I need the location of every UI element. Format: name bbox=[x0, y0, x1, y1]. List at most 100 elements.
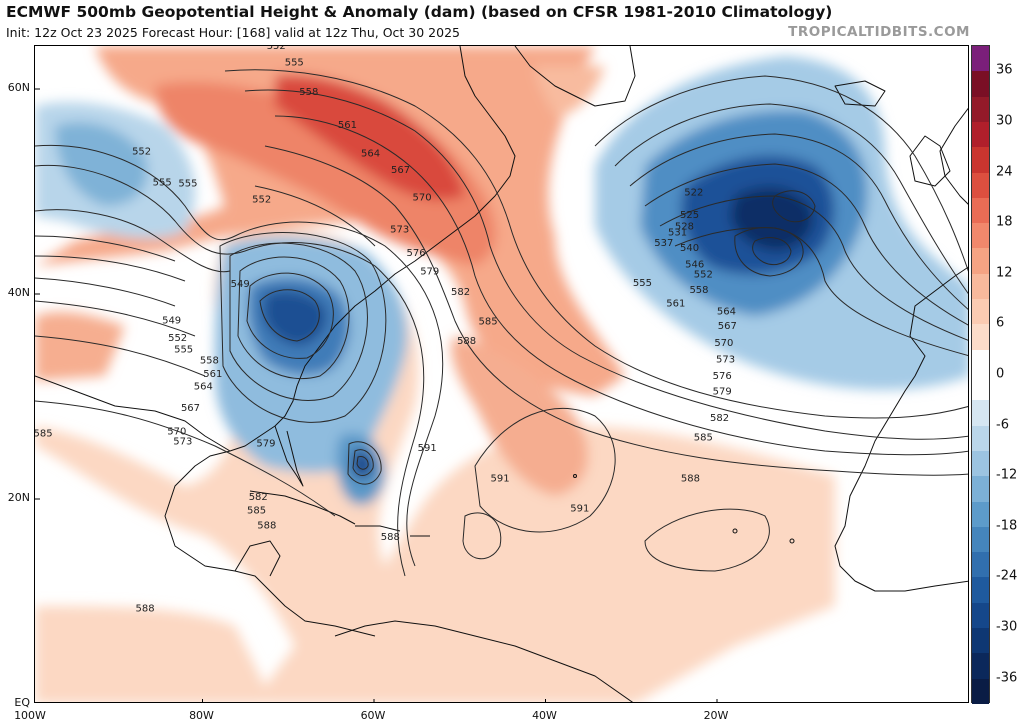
contour-label: 546 bbox=[685, 259, 704, 270]
colorbar-segment bbox=[972, 602, 989, 629]
contour-label: 570 bbox=[714, 338, 733, 349]
colorbar-segment bbox=[972, 248, 989, 274]
latitude-label: 20N bbox=[7, 491, 30, 504]
colorbar-segment bbox=[972, 501, 989, 527]
contour-label: 528 bbox=[675, 221, 694, 232]
anomaly-colorbar bbox=[971, 45, 990, 704]
contour-label: 570 bbox=[412, 193, 431, 204]
colorbar-segment bbox=[972, 147, 989, 173]
contour-label: 573 bbox=[716, 355, 735, 366]
colorbar-segment bbox=[972, 46, 989, 72]
height-contours bbox=[35, 69, 968, 577]
colorbar-label: 18 bbox=[996, 214, 1013, 230]
contour-label: 561 bbox=[666, 298, 685, 309]
colorbar-label: 12 bbox=[996, 265, 1013, 281]
contour-label: 585 bbox=[35, 428, 53, 439]
contour-label: 588 bbox=[381, 532, 400, 543]
longitude-label: 80W bbox=[189, 709, 214, 722]
contour-label: 567 bbox=[718, 321, 737, 332]
colorbar-label: 30 bbox=[996, 113, 1013, 129]
longitude-label: 40W bbox=[532, 709, 557, 722]
contour-label: 582 bbox=[249, 492, 268, 503]
contour-label: 570 bbox=[167, 426, 186, 437]
colorbar-segment bbox=[972, 324, 989, 350]
contour-label: 552 bbox=[252, 195, 271, 206]
contour-label: 582 bbox=[710, 413, 729, 424]
contour-label: 579 bbox=[256, 439, 275, 450]
contour-label: 564 bbox=[194, 381, 213, 392]
map-title: ECMWF 500mb Geopotential Height & Anomal… bbox=[6, 3, 833, 21]
contour-label: 552 bbox=[168, 333, 187, 344]
contour-label: 591 bbox=[418, 443, 437, 454]
colorbar-segment bbox=[972, 349, 989, 401]
contour-label: 579 bbox=[713, 386, 732, 397]
contour-label: 555 bbox=[178, 178, 197, 189]
contour-label: 555 bbox=[633, 278, 652, 289]
contour-label: 537 bbox=[654, 238, 673, 249]
contour-label: 531 bbox=[668, 228, 687, 239]
colorbar-label: -12 bbox=[996, 467, 1018, 483]
colorbar-label: -36 bbox=[996, 670, 1018, 686]
longitude-label: 60W bbox=[360, 709, 386, 722]
contour-label: 576 bbox=[406, 248, 425, 259]
contour-label: 549 bbox=[162, 316, 181, 327]
contour-label: 585 bbox=[479, 317, 498, 328]
contour-label: 585 bbox=[247, 505, 266, 516]
contour-label: 579 bbox=[420, 266, 439, 277]
colorbar-segment bbox=[972, 526, 989, 553]
contour-label: 555 bbox=[285, 57, 304, 68]
contour-label: 573 bbox=[390, 224, 409, 235]
contour-label: 567 bbox=[181, 403, 200, 414]
longitude-label: 100W bbox=[14, 709, 46, 722]
contour-label: 567 bbox=[391, 165, 410, 176]
colorbar-segment bbox=[972, 121, 989, 148]
contour-label: 561 bbox=[203, 369, 222, 380]
contour-label: 540 bbox=[680, 243, 699, 254]
grid-ticks bbox=[35, 88, 718, 702]
contour-label: 522 bbox=[684, 188, 703, 199]
colorbar-label: 6 bbox=[996, 315, 1005, 331]
colorbar-label: -6 bbox=[996, 417, 1009, 433]
latitude-label: 40N bbox=[7, 286, 30, 299]
contour-label: 555 bbox=[153, 177, 172, 188]
colorbar-label: 36 bbox=[996, 62, 1013, 78]
contour-label: 591 bbox=[491, 474, 510, 485]
longitude-label: 20W bbox=[703, 709, 729, 722]
colorbar-label: -24 bbox=[996, 568, 1018, 584]
colorbar-segment bbox=[972, 476, 989, 502]
contour-label: 588 bbox=[257, 521, 276, 532]
colorbar-segment bbox=[972, 577, 989, 603]
contour-label: 573 bbox=[173, 437, 192, 448]
contour-label: 555 bbox=[174, 344, 193, 355]
colorbar-segment bbox=[972, 450, 989, 477]
colorbar-label: 0 bbox=[996, 366, 1005, 382]
latitude-label: 60N bbox=[7, 81, 30, 94]
colorbar-segment bbox=[972, 273, 989, 300]
colorbar-segment bbox=[972, 197, 989, 224]
colorbar-label: -30 bbox=[996, 619, 1018, 635]
colorbar-segment bbox=[972, 628, 989, 654]
colorbar-segment bbox=[972, 400, 989, 426]
colorbar-segment bbox=[972, 223, 989, 249]
contour-label: 564 bbox=[361, 149, 380, 160]
map-subtitle: Init: 12z Oct 23 2025 Forecast Hour: [16… bbox=[6, 25, 460, 40]
contour-label: 588 bbox=[681, 474, 700, 485]
contour-label: 576 bbox=[713, 371, 732, 382]
colorbar-segment bbox=[972, 552, 989, 578]
colorbar-label: 24 bbox=[996, 164, 1013, 180]
contour-label: 558 bbox=[200, 356, 219, 367]
latitude-label: EQ bbox=[14, 696, 30, 709]
source-watermark: TROPICALTIDBITS.COM bbox=[788, 24, 970, 40]
colorbar-label: -18 bbox=[996, 518, 1018, 534]
contour-label: 588 bbox=[457, 336, 476, 347]
colorbar-segment bbox=[972, 678, 989, 704]
colorbar-segment bbox=[972, 96, 989, 122]
contour-label: 591 bbox=[570, 503, 589, 514]
map-panel: 552 555 555 552 552 555 558 561 564 567 570 573 576 5… bbox=[34, 45, 969, 703]
colorbar-segment bbox=[972, 299, 989, 325]
contour-label: 585 bbox=[694, 433, 713, 444]
contour-label: 549 bbox=[231, 279, 250, 290]
contour-label: 561 bbox=[338, 120, 357, 131]
contour-label: 588 bbox=[136, 604, 155, 615]
